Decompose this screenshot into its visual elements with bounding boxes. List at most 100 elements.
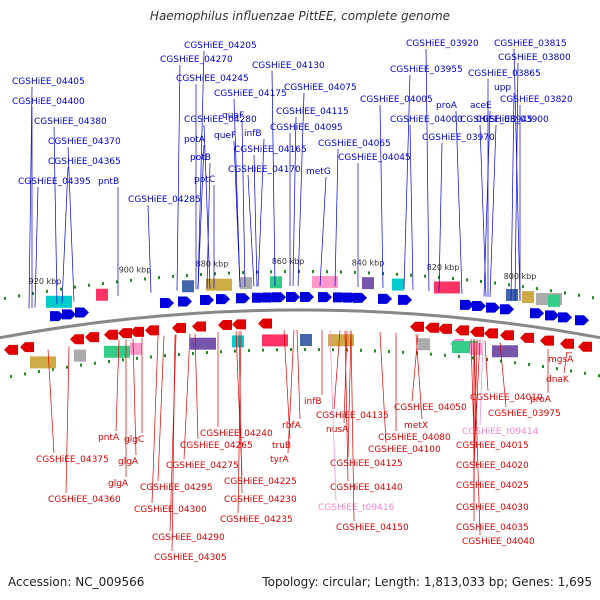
forward-gene-arrow: [75, 307, 89, 318]
forward-leader-line: [319, 176, 327, 287]
reverse-gene-label: CGSHiEE_04140: [330, 483, 403, 493]
reverse-gene-label: mgsA: [548, 355, 574, 365]
reverse-gene-label: CGSHiEE_04360: [48, 495, 121, 505]
scale-tick: [130, 278, 132, 282]
scale-tick: [514, 361, 516, 365]
scale-tick: [304, 348, 306, 352]
scale-tick: [136, 356, 138, 360]
forward-gene-label: CGSHiEE_04130: [252, 61, 325, 71]
forward-leader-line: [403, 74, 411, 290]
forward-leader-line: [203, 124, 211, 289]
scale-tick: [284, 270, 286, 274]
scale-tick: [74, 285, 76, 289]
scale-tick: [508, 283, 510, 287]
reverse-gene-arrow: [232, 319, 246, 330]
reverse-gene-label: CGSHiEE_04040: [462, 537, 535, 547]
forward-gene-label: CGSHiEE_04205: [184, 41, 257, 51]
scale-tick: [108, 359, 110, 363]
scale-tick: [24, 372, 26, 376]
reverse-gene-label: CGSHiEE_04275: [166, 461, 239, 471]
scale-tick: [326, 270, 328, 274]
forward-leader-line: [197, 50, 205, 290]
scale-tick: [60, 287, 62, 291]
reverse-gene-label: CGSHiEE_04080: [378, 433, 451, 443]
reverse-gene-arrow: [70, 334, 84, 345]
reverse-gene-arrow: [145, 325, 159, 336]
forward-leader-line: [510, 92, 515, 300]
scale-tick: [346, 348, 348, 352]
reverse-leader-line: [47, 349, 55, 454]
annotation-block: [104, 345, 130, 358]
reverse-gene-arrow: [438, 323, 452, 334]
forward-gene-label: potC: [194, 175, 215, 185]
annotation-block: [46, 295, 72, 308]
forward-leader-line: [233, 140, 241, 288]
forward-gene-label: CGSHiEE_04270: [160, 55, 233, 65]
forward-leader-line: [292, 116, 297, 287]
forward-gene-arrow: [530, 308, 544, 319]
annotation-block: [492, 345, 518, 358]
annotation-block: [470, 342, 482, 355]
scale-tick: [94, 361, 96, 365]
reverse-gene-arrow: [130, 326, 144, 337]
scale-tick: [214, 272, 216, 276]
scale-tick: [402, 350, 404, 354]
reverse-leader-line: [115, 340, 120, 432]
reverse-leader-line: [183, 333, 191, 460]
reverse-gene-arrow: [470, 326, 484, 337]
scale-tick: [262, 348, 264, 352]
scale-label: 900 kbp: [119, 265, 152, 274]
scale-tick: [480, 279, 482, 283]
forward-leader-line: [28, 86, 33, 309]
reverse-gene-label: CGSHiEE_04125: [330, 459, 403, 469]
scale-tick: [458, 355, 460, 359]
reverse-gene-label: CGSHiEE_04010: [470, 393, 543, 403]
forward-gene-label: CGSHiEE_04285: [128, 195, 201, 205]
scale-tick: [444, 353, 446, 357]
forward-leader-line: [241, 120, 246, 287]
scale-tick: [102, 281, 104, 285]
reverse-leader-line: [238, 331, 243, 494]
reverse-gene-arrow: [20, 342, 34, 353]
reverse-leader-line: [479, 340, 484, 426]
reverse-gene-label: CGSHiEE_04375: [36, 455, 109, 465]
forward-gene-arrow: [286, 292, 300, 303]
forward-gene-label: CGSHiEE_04165: [234, 145, 307, 155]
forward-gene-label: CGSHiEE_04065: [318, 139, 391, 149]
scale-tick: [158, 276, 160, 280]
forward-gene-arrow: [216, 294, 230, 305]
annotation-block: [240, 277, 252, 290]
reverse-gene-label: CGSHiEE_04235: [220, 515, 293, 525]
forward-leader-line: [253, 154, 258, 287]
forward-gene-label: CGSHiEE_04280: [184, 115, 257, 125]
forward-leader-line: [176, 64, 181, 291]
forward-gene-label: CGSHiEE_04365: [48, 157, 121, 167]
scale-tick: [298, 270, 300, 274]
scale-tick: [18, 294, 20, 298]
forward-gene-label: proA: [436, 101, 458, 111]
reverse-gene-arrow: [192, 321, 206, 332]
forward-gene-arrow: [200, 295, 214, 306]
reverse-leader-line: [344, 330, 349, 482]
reverse-leader-line: [343, 330, 348, 424]
forward-leader-line: [53, 126, 58, 305]
scale-tick: [234, 349, 236, 353]
scale-tick: [388, 350, 390, 354]
forward-leader-line: [257, 138, 265, 287]
scale-tick: [312, 270, 314, 274]
annotation-block: [522, 291, 534, 304]
reverse-gene-arrow: [172, 323, 186, 334]
scale-tick: [486, 357, 488, 361]
scale-tick: [38, 370, 40, 374]
forward-gene-label: CGSHiEE_04045: [338, 153, 411, 163]
annotation-block: [182, 280, 194, 293]
forward-gene-label: CGSHiEE_04000: [390, 115, 463, 125]
scale-tick: [472, 356, 474, 360]
reverse-leader-line: [237, 331, 242, 514]
forward-gene-arrow: [318, 292, 332, 303]
forward-gene-arrow: [272, 292, 286, 303]
scale-label: 820 kbp: [427, 263, 460, 272]
forward-leader-line: [197, 144, 205, 290]
reverse-leader-line: [473, 339, 481, 536]
scale-label: 840 kbp: [352, 258, 385, 267]
